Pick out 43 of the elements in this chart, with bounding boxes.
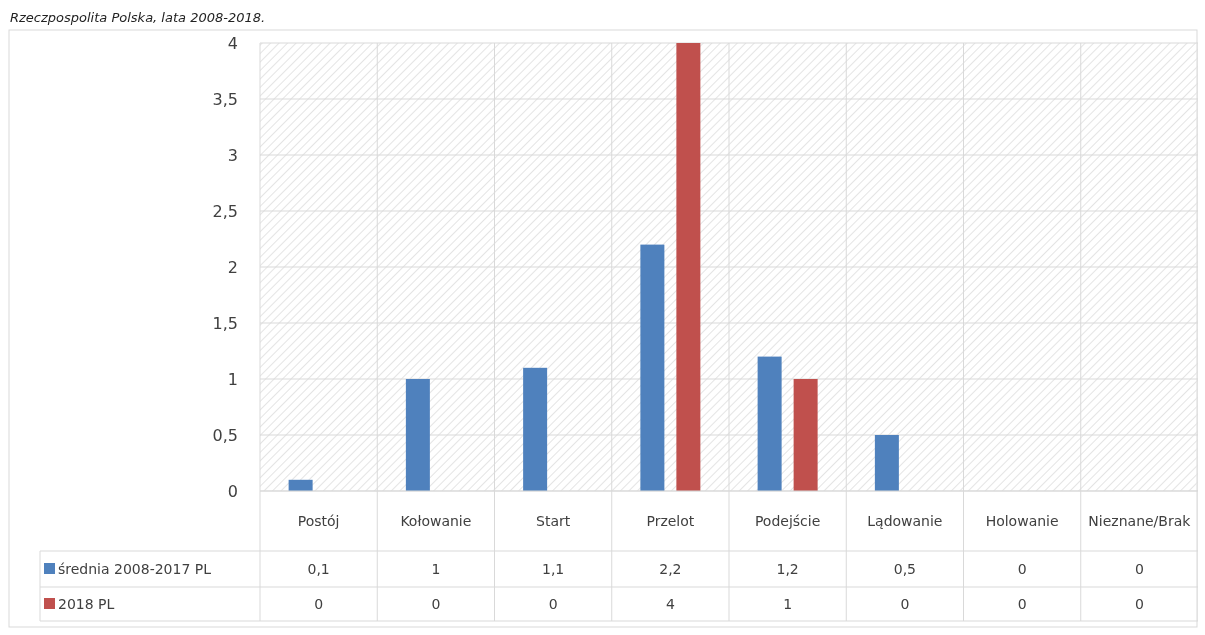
y-tick-label: 0,5	[212, 425, 238, 445]
y-tick-label: 4	[227, 33, 238, 53]
x-tick-label: Podejście	[754, 512, 821, 529]
y-tick-label: 2	[227, 257, 238, 277]
data-label: 0	[1134, 560, 1144, 577]
y-tick-label: 2,5	[212, 201, 238, 221]
bar	[640, 244, 665, 491]
y-tick-label: 3	[227, 145, 238, 165]
y-tick-label: 0	[227, 481, 238, 501]
bar	[757, 356, 782, 491]
data-label: 0	[1017, 560, 1027, 577]
bar	[676, 43, 701, 491]
x-tick-label: Start	[536, 512, 571, 529]
data-label: 0	[1017, 595, 1027, 612]
data-label: 0	[431, 595, 441, 612]
data-label: 1	[431, 560, 441, 577]
legend-label: średnia 2008-2017 PL	[58, 560, 212, 577]
y-tick-label: 1	[227, 369, 238, 389]
data-label: 2,2	[659, 560, 682, 577]
y-tick-label: 1,5	[212, 313, 238, 333]
data-label: 1,1	[541, 560, 565, 577]
text: Rzeczpospolita Polska, lata 2008-2018.	[10, 10, 266, 25]
bar	[874, 435, 899, 491]
data-label: 1,2	[776, 560, 799, 577]
y-tick-label: 3,5	[212, 89, 238, 109]
x-tick-label: Holowanie	[985, 512, 1059, 529]
data-label: 0	[900, 595, 910, 612]
data-label: 1	[783, 595, 793, 612]
data-label: 0	[1134, 595, 1144, 612]
data-label: 0,5	[893, 560, 917, 577]
legend-label: 2018 PL	[58, 595, 115, 612]
x-tick-label: Postój	[297, 512, 340, 529]
bar	[405, 379, 430, 491]
data-label: 4	[665, 595, 675, 612]
x-tick-label: Kołowanie	[400, 512, 472, 529]
x-tick-label: Lądowanie	[867, 512, 943, 529]
x-tick-label: Przelot	[646, 512, 695, 529]
data-label: 0,1	[307, 560, 330, 577]
data-label: 0	[314, 595, 324, 612]
x-tick-label: Nieznane/Brak	[1088, 512, 1192, 529]
bar	[523, 367, 548, 491]
data-label: 0	[548, 595, 558, 612]
bar	[793, 379, 818, 491]
